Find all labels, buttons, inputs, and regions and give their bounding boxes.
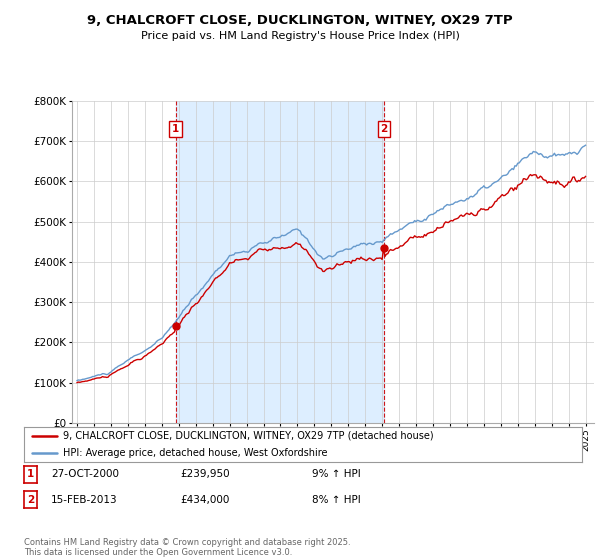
Text: 15-FEB-2013: 15-FEB-2013 bbox=[51, 494, 118, 505]
Text: 2: 2 bbox=[380, 124, 388, 134]
Text: 2: 2 bbox=[27, 494, 34, 505]
Text: 1: 1 bbox=[172, 124, 179, 134]
Text: Contains HM Land Registry data © Crown copyright and database right 2025.
This d: Contains HM Land Registry data © Crown c… bbox=[24, 538, 350, 557]
Text: HPI: Average price, detached house, West Oxfordshire: HPI: Average price, detached house, West… bbox=[63, 448, 328, 458]
Text: 9, CHALCROFT CLOSE, DUCKLINGTON, WITNEY, OX29 7TP (detached house): 9, CHALCROFT CLOSE, DUCKLINGTON, WITNEY,… bbox=[63, 431, 434, 441]
Text: 1: 1 bbox=[27, 469, 34, 479]
Text: Price paid vs. HM Land Registry's House Price Index (HPI): Price paid vs. HM Land Registry's House … bbox=[140, 31, 460, 41]
Text: 9, CHALCROFT CLOSE, DUCKLINGTON, WITNEY, OX29 7TP: 9, CHALCROFT CLOSE, DUCKLINGTON, WITNEY,… bbox=[87, 14, 513, 27]
Text: £239,950: £239,950 bbox=[180, 469, 230, 479]
Bar bbox=[176, 101, 384, 423]
Text: 9% ↑ HPI: 9% ↑ HPI bbox=[312, 469, 361, 479]
Text: 8% ↑ HPI: 8% ↑ HPI bbox=[312, 494, 361, 505]
Text: 27-OCT-2000: 27-OCT-2000 bbox=[51, 469, 119, 479]
Text: £434,000: £434,000 bbox=[180, 494, 229, 505]
